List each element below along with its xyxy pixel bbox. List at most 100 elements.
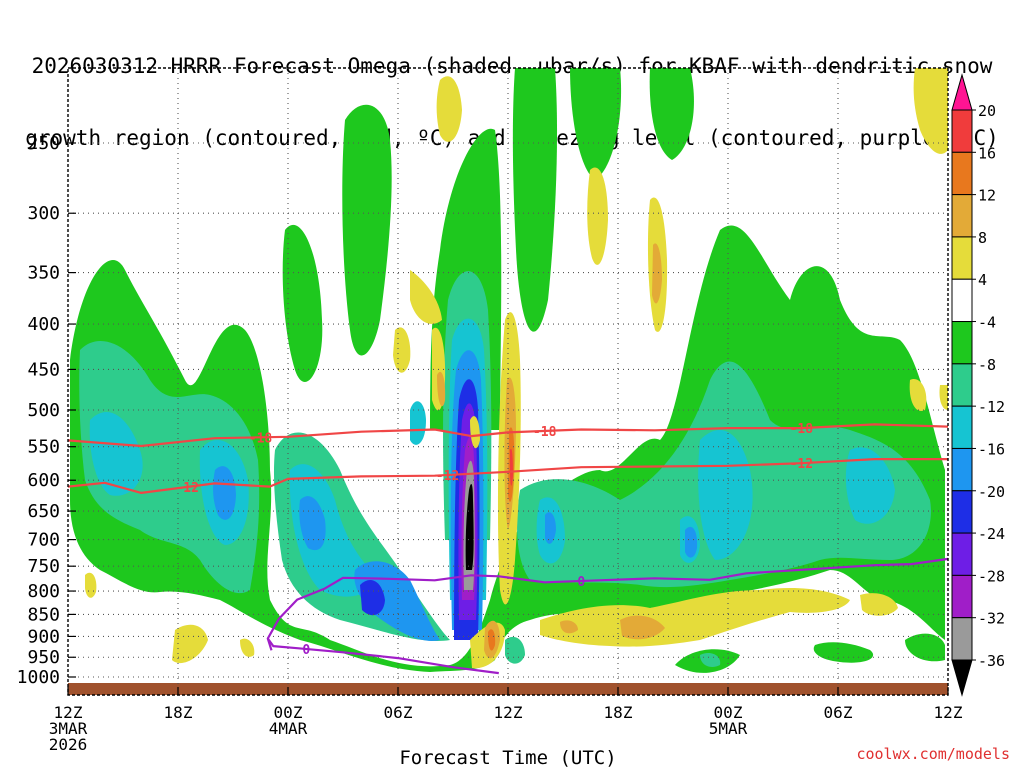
omega-region-blue-left (213, 466, 236, 520)
x-tick-label: 2026 (49, 735, 88, 754)
colorbar: 20 16 12 8 4 -4 -8 -12 -16 -20 -24 -28 -32 -36 (951, 73, 1005, 697)
temperature-contours: -18 -18 -18 -12 -12 -12 0 0 (67, 422, 949, 675)
omega-region-green-top-right (649, 68, 694, 160)
colorbar-label: -36 (978, 652, 1005, 670)
omega-region-teal-small-low1 (700, 653, 721, 667)
colorbar-swatch-top (951, 73, 973, 111)
y-tick-label: 1000 (17, 667, 60, 688)
contour-label: 0 (577, 575, 585, 590)
y-tick-label: 450 (27, 359, 60, 380)
omega-region-blue-mid (299, 496, 326, 551)
omega-region-green-small-right1 (813, 642, 874, 663)
colorbar-swatch (951, 490, 973, 534)
colorbar-swatch (951, 447, 973, 492)
omega-region-orange6 (437, 371, 446, 407)
colorbar-label: -28 (978, 567, 1005, 585)
x-tick-label: 3MAR (49, 719, 88, 738)
chart-title: 2026030312 HRRR Forecast Omega (shaded, … (0, 6, 1024, 174)
x-tick-label: 00Z (274, 703, 303, 722)
colorbar-label: 4 (978, 271, 987, 289)
omega-region-green-upper-right (512, 68, 558, 332)
chart-title-line1: 2026030312 HRRR Forecast Omega (shaded, … (31, 54, 993, 78)
contour-label: -18 (533, 425, 557, 440)
omega-region-teal-small-low2 (505, 636, 525, 664)
omega-region-darkorange2 (488, 629, 496, 651)
omega-region-blue-right (685, 526, 698, 558)
x-tick-label: 4MAR (269, 719, 308, 738)
omega-region-black-core (465, 484, 474, 570)
colorbar-swatch (951, 617, 973, 661)
x-tick-label: 12Z (494, 703, 523, 722)
omega-region-blue-right2 (545, 512, 556, 544)
grid-lines (68, 68, 948, 695)
omega-region-yellow-small3 (240, 638, 255, 657)
omega-region-green-upper-left (342, 104, 392, 356)
y-tick-label: 300 (27, 203, 60, 224)
contour-line-0 (67, 423, 949, 448)
y-tick-label: 700 (27, 530, 60, 551)
contour-label: -18 (790, 422, 814, 437)
colorbar-swatch (951, 532, 973, 576)
x-tick-label: 5MAR (709, 719, 748, 738)
omega-region-cyan-right (698, 430, 753, 560)
colorbar-swatch (951, 236, 973, 280)
x-tick-label: 18Z (604, 703, 633, 722)
omega-region-yellow-near-core (470, 416, 480, 449)
omega-region-red1 (510, 448, 513, 486)
colorbar-label: -12 (978, 398, 1005, 416)
y-tick-label: 400 (27, 314, 60, 335)
colorbar-swatch (951, 363, 973, 407)
omega-region-yellow-small2 (172, 624, 208, 664)
colorbar-label: 12 (978, 187, 996, 205)
y-tick-label: 250 (27, 133, 60, 154)
omega-region-green-small-right2 (905, 633, 945, 662)
omega-region-orange3 (620, 615, 665, 640)
contour-label: -18 (249, 431, 273, 446)
colorbar-swatch (951, 109, 973, 153)
x-tick-label: 12Z (54, 703, 83, 722)
contour-label: -12 (175, 481, 198, 496)
omega-region-orange2 (652, 243, 662, 304)
credit-text: coolwx.com/models (856, 745, 1010, 763)
y-axis: 2503003504004505005506006507007508008509… (17, 133, 76, 688)
y-tick-label: 950 (27, 647, 60, 668)
y-tick-label: 850 (27, 604, 60, 625)
omega-region-cyan-left (89, 411, 143, 496)
colorbar-label: 20 (978, 102, 996, 120)
omega-region-cyan-right2 (845, 447, 895, 524)
x-tick-label: 06Z (384, 703, 413, 722)
colorbar-label: -8 (978, 356, 996, 374)
y-tick-label: 350 (27, 263, 60, 284)
omega-region-green-upper-right2 (570, 68, 622, 180)
omega-region-yellow-small5 (909, 379, 927, 411)
contour-line-2 (266, 557, 949, 651)
colorbar-label: -24 (978, 525, 1005, 543)
colorbar-label: -20 (978, 483, 1005, 501)
chart-title-line2: growth region (contoured, red, ºC) and f… (25, 126, 999, 150)
omega-region-yellow-lower-band (540, 588, 850, 647)
colorbar-swatch (951, 321, 973, 365)
y-tick-label: 750 (27, 556, 60, 577)
colorbar-label: -4 (978, 314, 996, 332)
contour-line-1 (67, 458, 948, 494)
y-tick-label: 650 (27, 501, 60, 522)
colorbar-swatch (951, 194, 973, 238)
x-tick-label: 06Z (824, 703, 853, 722)
x-axis-label: Forecast Time (UTC) (399, 747, 616, 768)
colorbar-label: 16 (978, 144, 996, 162)
omega-region-deepblue-low (360, 580, 385, 616)
colorbar-label: 8 (978, 229, 987, 247)
omega-region-yellow-mid1 (393, 327, 411, 373)
x-tick-label: 00Z (714, 703, 743, 722)
colorbar-swatch-bottom (951, 659, 973, 697)
omega-region-green-blob-left (229, 333, 237, 358)
omega-region-green-upper-mid (282, 224, 323, 382)
colorbar-swatch (951, 151, 973, 196)
omega-region-cyan-mid (289, 464, 380, 597)
colorbar-label: -32 (978, 610, 1005, 628)
colorbar-swatch (951, 574, 973, 619)
colorbar-label: -16 (978, 440, 1005, 458)
y-tick-label: 500 (27, 400, 60, 421)
